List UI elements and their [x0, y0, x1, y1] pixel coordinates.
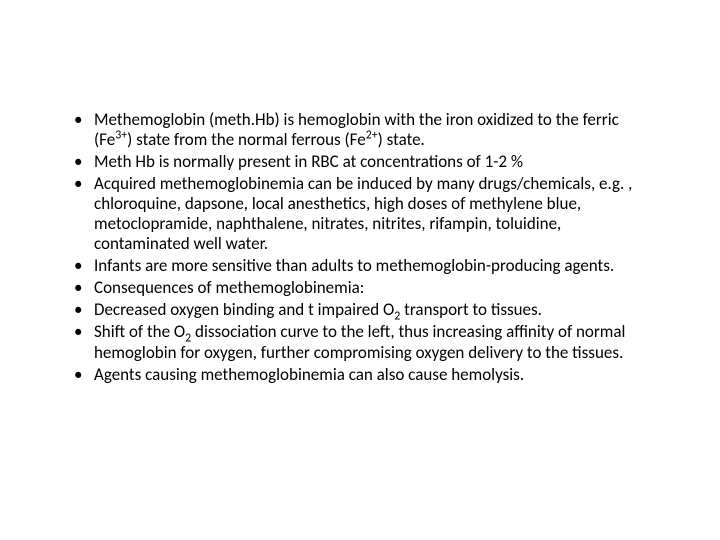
list-item: Agents causing methemoglobinemia can als…	[70, 365, 650, 385]
slide-body: Methemoglobin (meth.Hb) is hemoglobin wi…	[0, 0, 720, 540]
list-item: Meth Hb is normally present in RBC at co…	[70, 152, 650, 172]
list-item: Acquired methemoglobinemia can be induce…	[70, 174, 650, 254]
list-item: Decreased oxygen binding and t impaired …	[70, 300, 650, 320]
list-item: Consequences of methemoglobinemia:	[70, 278, 650, 298]
list-item: Shift of the O2 dissociation curve to th…	[70, 322, 650, 362]
list-item: Infants are more sensitive than adults t…	[70, 256, 650, 276]
bullet-list: Methemoglobin (meth.Hb) is hemoglobin wi…	[70, 110, 650, 385]
list-item: Methemoglobin (meth.Hb) is hemoglobin wi…	[70, 110, 650, 150]
